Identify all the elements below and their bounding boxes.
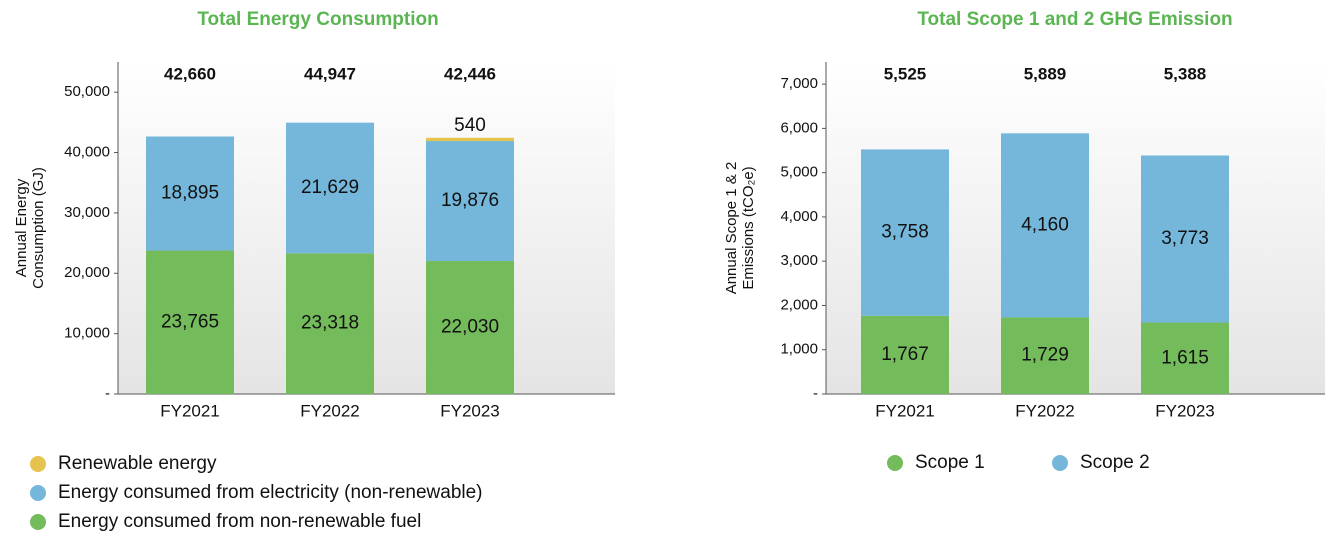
x-tick-label: FY2023 xyxy=(440,401,500,420)
x-tick-label: FY2022 xyxy=(300,401,360,420)
value-label: 4,160 xyxy=(1021,214,1069,235)
bar-segment xyxy=(146,250,234,394)
x-tick-label: FY2021 xyxy=(875,401,935,420)
total-label: 42,660 xyxy=(164,64,216,83)
bar-segment xyxy=(861,315,949,394)
legend-marker xyxy=(30,485,46,501)
x-tick-label: FY2022 xyxy=(1015,401,1075,420)
value-label: 23,765 xyxy=(161,311,219,332)
bar-segment xyxy=(426,261,514,394)
legend-label: Energy consumed from non-renewable fuel xyxy=(58,511,421,532)
y-tick-label: 20,000 xyxy=(64,264,110,281)
y-tick-label: 50,000 xyxy=(64,83,110,100)
value-label: 1,615 xyxy=(1161,347,1209,368)
legend-label: Scope 2 xyxy=(1080,452,1150,473)
y-tick-label: 4,000 xyxy=(780,208,818,225)
bar-segment xyxy=(1001,133,1089,318)
bar-segment xyxy=(861,149,949,316)
bar-segment xyxy=(1141,322,1229,394)
legend-label: Energy consumed from electricity (non-re… xyxy=(58,482,483,503)
y-tick-label: - xyxy=(105,385,110,402)
value-label: 1,767 xyxy=(881,344,929,365)
legend-marker xyxy=(1052,455,1068,471)
bar-segment xyxy=(286,122,374,254)
y-tick-label: 1,000 xyxy=(780,341,818,358)
y-tick-label: 7,000 xyxy=(780,75,818,92)
y-tick-label: 3,000 xyxy=(780,252,818,269)
y-axis-label: Annual EnergyConsumption (GJ) xyxy=(13,167,47,289)
y-axis-label-line: Annual Energy xyxy=(13,178,30,277)
y-tick-label: - xyxy=(813,385,818,402)
y-axis-label-line: Annual Scope 1 & 2 xyxy=(723,162,740,295)
total-label: 5,525 xyxy=(884,64,927,83)
value-label: 19,876 xyxy=(441,190,499,211)
legend-label: Scope 1 xyxy=(915,452,985,473)
value-label: 3,773 xyxy=(1161,228,1209,249)
chart-title: Total Scope 1 and 2 GHG Emission xyxy=(917,9,1232,30)
y-axis-label-line: Consumption (GJ) xyxy=(30,167,47,289)
y-tick-label: 2,000 xyxy=(780,296,818,313)
value-label: 22,030 xyxy=(441,317,499,338)
value-label: 1,729 xyxy=(1021,345,1069,366)
value-label: 540 xyxy=(454,115,486,136)
total-label: 44,947 xyxy=(304,64,356,83)
bar-segment xyxy=(1141,155,1229,323)
value-label: 21,629 xyxy=(301,177,359,198)
chart-title: Total Energy Consumption xyxy=(197,9,438,30)
total-label: 5,388 xyxy=(1164,64,1207,83)
bar-segment xyxy=(426,141,514,262)
total-label: 5,889 xyxy=(1024,64,1067,83)
y-tick-label: 5,000 xyxy=(780,164,818,181)
value-label: 23,318 xyxy=(301,313,359,334)
bar-segment xyxy=(1001,317,1089,394)
bar-segment xyxy=(146,136,234,251)
y-axis-label-line: Emissions (tCO₂e) xyxy=(740,166,757,289)
y-axis-label: Annual Scope 1 & 2Emissions (tCO₂e) xyxy=(723,162,757,295)
legend-marker xyxy=(887,455,903,471)
total-label: 42,446 xyxy=(444,64,496,83)
y-tick-label: 30,000 xyxy=(64,204,110,221)
x-tick-label: FY2023 xyxy=(1155,401,1215,420)
legend-label: Renewable energy xyxy=(58,453,217,474)
bar-segment xyxy=(426,137,514,142)
value-label: 3,758 xyxy=(881,222,929,243)
x-tick-label: FY2021 xyxy=(160,401,220,420)
bar-segment xyxy=(286,253,374,394)
y-tick-label: 10,000 xyxy=(64,325,110,342)
value-label: 18,895 xyxy=(161,183,219,204)
y-tick-label: 40,000 xyxy=(64,144,110,161)
legend-marker xyxy=(30,514,46,530)
legend-marker xyxy=(30,456,46,472)
y-tick-label: 6,000 xyxy=(780,119,818,136)
